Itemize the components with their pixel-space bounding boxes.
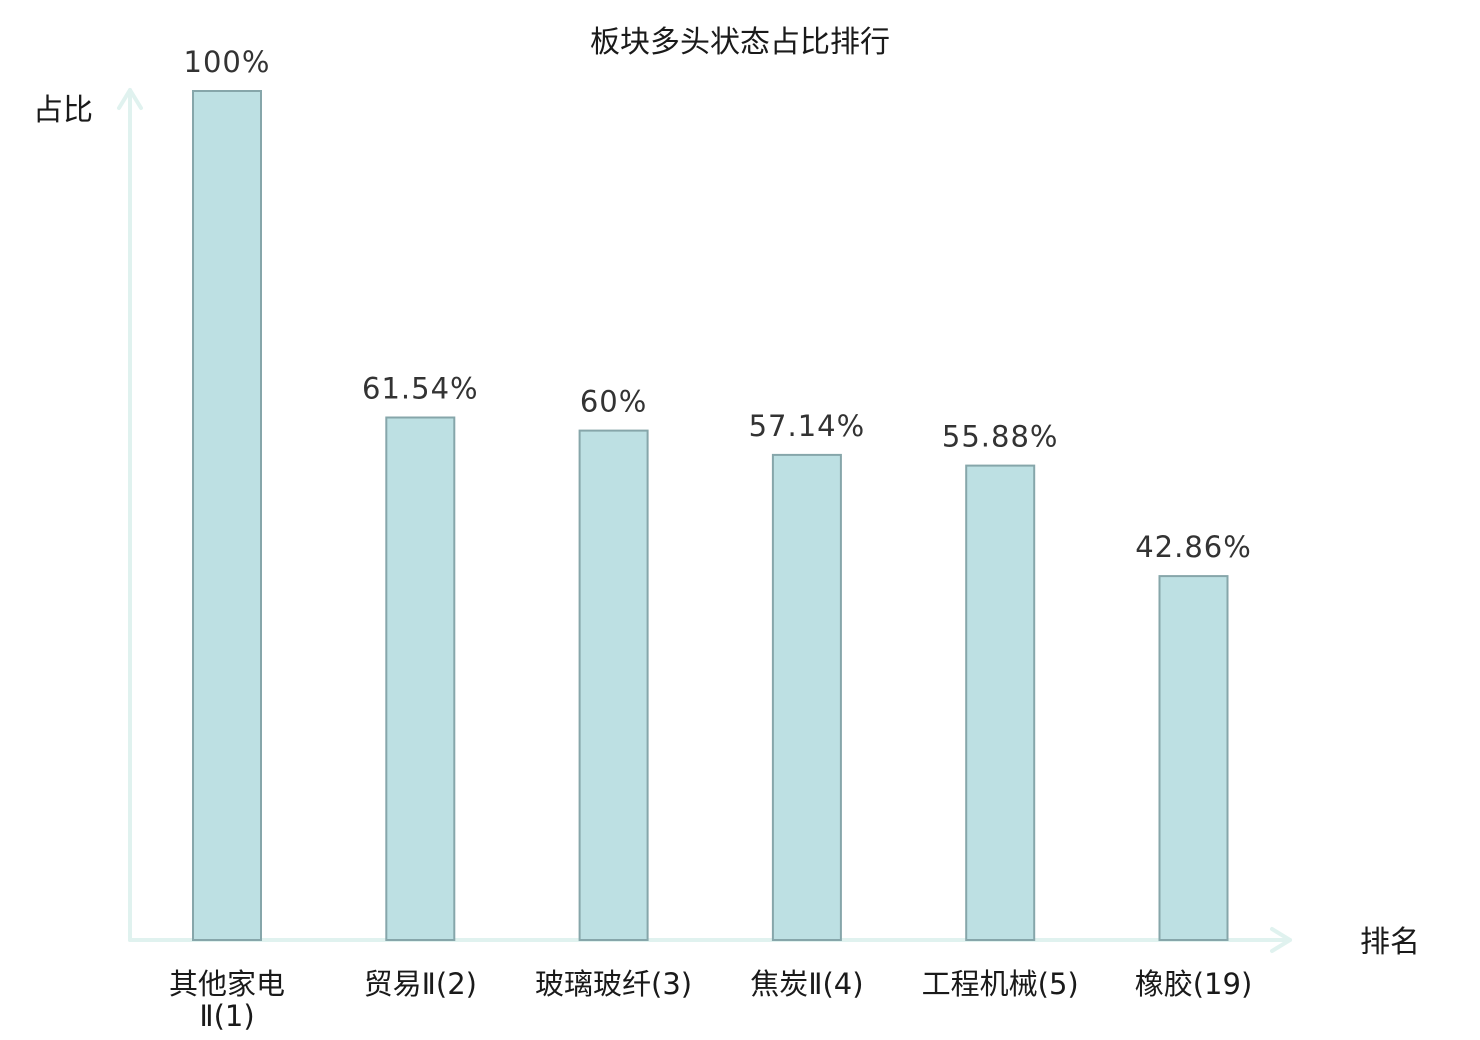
bar <box>965 464 1036 941</box>
category-label-line: 焦炭Ⅱ(4) <box>750 967 863 1001</box>
category-label: 其他家电 Ⅱ(1) <box>169 967 285 1033</box>
category-label: 橡胶(19) <box>1135 967 1253 1001</box>
bar-value-label: 100% <box>184 45 271 79</box>
bars-group <box>192 90 1229 941</box>
category-label-line: 工程机械(5) <box>922 967 1079 1001</box>
chart-title: 板块多头状态占比排行 <box>590 25 890 60</box>
bar <box>385 416 456 941</box>
y-axis-arrow-icon <box>117 88 143 110</box>
y-axis-title: 占比 <box>33 93 93 128</box>
category-label: 工程机械(5) <box>922 967 1079 1001</box>
x-axis-arrow-icon <box>1270 927 1292 953</box>
bar-value-label: 60% <box>580 385 647 419</box>
category-labels-group: 其他家电 Ⅱ(1) 贸易Ⅱ(2) 玻璃玻纤(3) 焦炭Ⅱ(4) 工程机械(5) 橡胶(19) <box>169 967 1252 1033</box>
bar <box>578 429 649 941</box>
bar-value-label: 42.86% <box>1135 530 1252 564</box>
bar <box>1158 575 1229 941</box>
x-axis-title: 排名 <box>1360 925 1420 960</box>
bar-value-label: 61.54% <box>362 372 479 406</box>
category-label-line: Ⅱ(1) <box>199 999 254 1033</box>
category-label: 玻璃玻纤(3) <box>535 967 692 1001</box>
category-label: 焦炭Ⅱ(4) <box>750 967 863 1001</box>
category-label-line: 其他家电 <box>169 967 285 1001</box>
category-label: 贸易Ⅱ(2) <box>364 967 477 1001</box>
bar <box>771 453 842 941</box>
category-label-line: 贸易Ⅱ(2) <box>364 967 477 1001</box>
bar-value-label: 55.88% <box>942 420 1059 454</box>
bar <box>192 90 262 941</box>
bar-value-label: 57.14% <box>749 409 866 443</box>
category-label-line: 橡胶(19) <box>1135 967 1253 1001</box>
category-label-line: 玻璃玻纤(3) <box>535 967 692 1001</box>
value-labels-group: 100% 61.54% 60% 57.14% 55.88% 42.86% <box>184 45 1252 564</box>
